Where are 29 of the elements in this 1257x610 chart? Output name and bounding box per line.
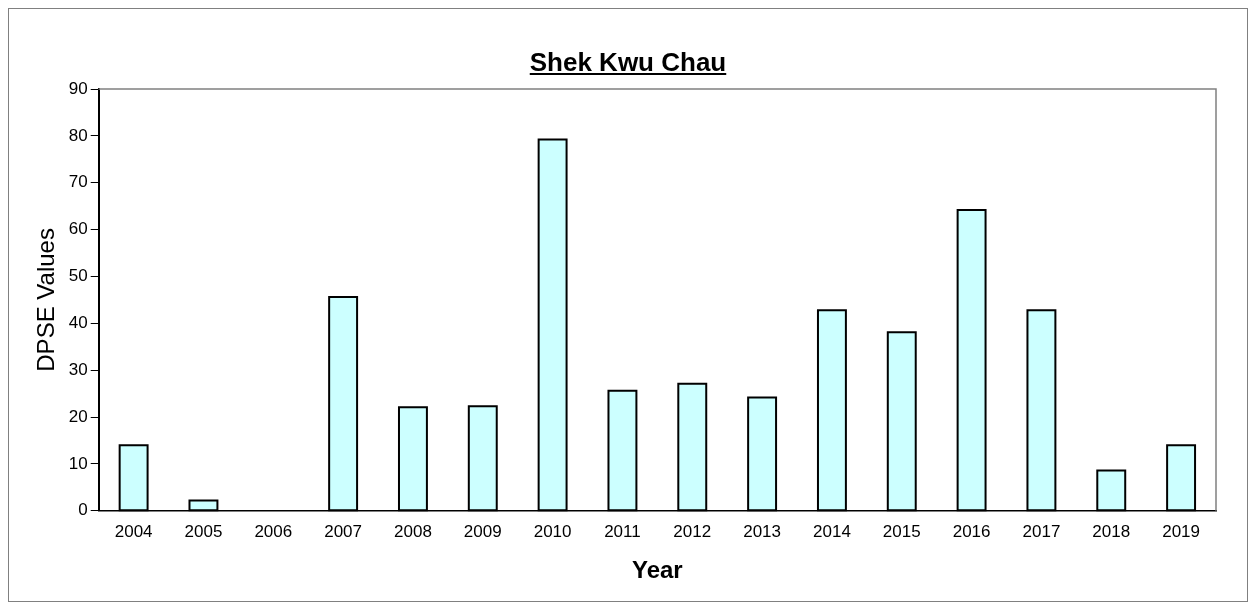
x-tick-label: 2012 — [673, 521, 712, 541]
x-tick-label: 2015 — [882, 521, 921, 541]
y-tick-label: 10 — [68, 453, 88, 473]
x-tick-label: 2014 — [813, 521, 851, 541]
y-tick-label: 70 — [68, 172, 88, 192]
x-tick-label: 2011 — [604, 521, 641, 541]
x-tick-label: 2009 — [463, 521, 502, 541]
y-tick-label: 60 — [68, 219, 88, 239]
x-tick-label: 2017 — [1022, 521, 1061, 541]
y-tick-label: 80 — [68, 125, 88, 145]
x-tick-label: 2005 — [184, 521, 223, 541]
x-tick-label: 2018 — [1092, 521, 1131, 541]
y-tick-label: 90 — [68, 78, 88, 98]
x-tick-label: 2006 — [254, 521, 293, 541]
x-axis-title: Year — [632, 556, 683, 584]
y-tick-label: 50 — [68, 266, 88, 286]
y-tick-label: 40 — [68, 313, 88, 333]
x-tick-label: 2007 — [324, 521, 363, 541]
y-tick-label: 20 — [68, 406, 88, 426]
x-tick-label: 2013 — [743, 521, 782, 541]
y-axis-title: DPSE Values — [32, 228, 60, 372]
x-tick-label: 2010 — [533, 521, 572, 541]
y-tick-label: 0 — [78, 500, 88, 520]
y-tick-label: 30 — [68, 359, 88, 379]
x-tick-label: 2004 — [114, 521, 153, 541]
x-tick-label: 2019 — [1162, 521, 1200, 541]
x-tick-label: 2016 — [952, 521, 991, 541]
x-tick-label: 2008 — [394, 521, 432, 541]
chart-title: Shek Kwu Chau — [528, 47, 728, 78]
